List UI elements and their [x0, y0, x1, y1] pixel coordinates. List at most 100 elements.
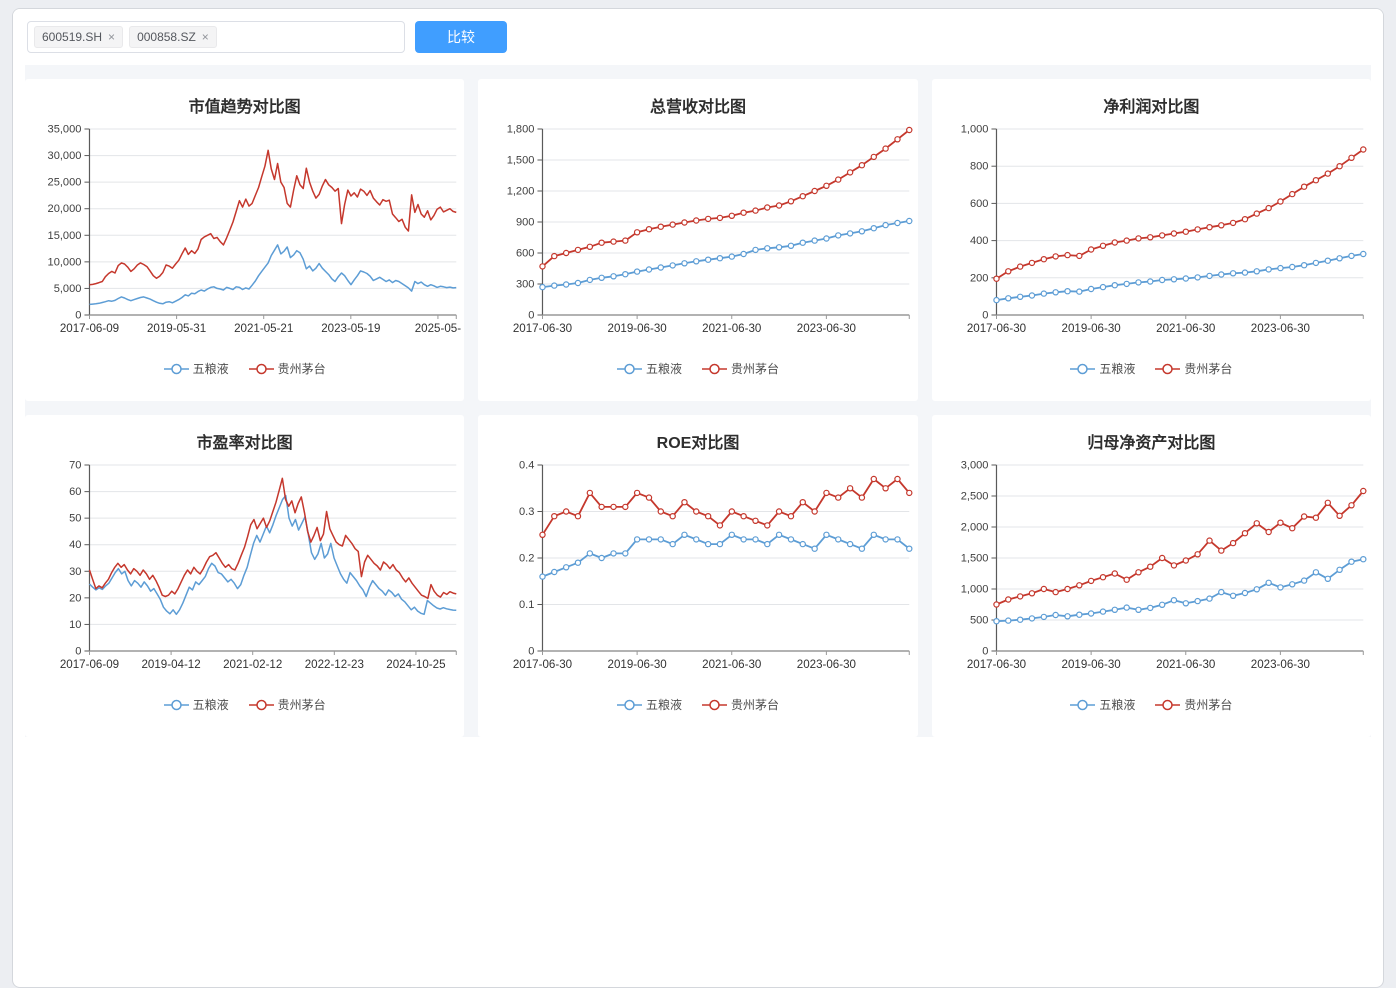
- svg-text:10,000: 10,000: [48, 256, 82, 268]
- legend-marker-icon: [1070, 363, 1096, 374]
- series-line: [542, 478, 911, 536]
- legend-item[interactable]: 贵州茅台: [1155, 360, 1232, 377]
- grid-lines: [996, 128, 1363, 279]
- legend-marker-icon: [163, 699, 189, 710]
- tag-close-icon[interactable]: ×: [108, 30, 116, 44]
- stock-select-input[interactable]: 600519.SH × 000858.SZ ×: [27, 21, 405, 53]
- legend-item[interactable]: 五粮液: [616, 696, 682, 713]
- series-line: [542, 533, 911, 578]
- chart-legend: 五粮液 贵州茅台: [478, 360, 917, 377]
- chart-title: ROE对比图: [656, 435, 740, 452]
- legend-marker-icon: [1070, 699, 1096, 710]
- chart-canvas: 0 200 400 600 800 1,000 2017-06-30 2019-06-30 20…: [960, 124, 1367, 335]
- svg-text:20,000: 20,000: [48, 203, 82, 215]
- charts-grid: 市值趋势对比图 0 5,000 10,000 15,000 20,000 25,000 30,…: [25, 65, 1371, 737]
- tag-close-icon[interactable]: ×: [201, 30, 209, 44]
- chart-legend: 五粮液 贵州茅台: [478, 696, 917, 713]
- legend-marker-icon: [616, 699, 642, 710]
- svg-text:2017-06-09: 2017-06-09: [60, 659, 119, 671]
- chart-legend: 五粮液 贵州茅台: [25, 360, 464, 377]
- svg-text:2021-06-30: 2021-06-30: [1156, 659, 1215, 671]
- legend-marker-icon: [1155, 363, 1181, 374]
- svg-text:2023-06-30: 2023-06-30: [797, 659, 856, 671]
- axes: 0 200 400 600 800 1,000 2017-06-30 2019-06-30 20…: [960, 124, 1364, 335]
- series-line: [542, 129, 911, 268]
- svg-text:2019-06-30: 2019-06-30: [1061, 323, 1120, 335]
- stock-tag[interactable]: 000858.SZ ×: [129, 26, 217, 48]
- svg-text:2023-06-30: 2023-06-30: [797, 323, 856, 335]
- svg-text:300: 300: [516, 279, 534, 291]
- chart-card: 市值趋势对比图 0 5,000 10,000 15,000 20,000 25,000 30,…: [25, 79, 465, 401]
- series-markers: [539, 475, 913, 539]
- svg-text:0: 0: [529, 310, 535, 322]
- chart-card: ROE对比图 0 0.1 0.2 0.3 0.4 2017-06-30 2019-06-30 2…: [478, 415, 918, 737]
- svg-text:2021-06-30: 2021-06-30: [702, 323, 761, 335]
- legend-label: 五粮液: [1099, 698, 1136, 712]
- chart-canvas: 0 10 20 30 40 50 60 70 2017-06-09 2019-04-12 2021-…: [60, 460, 457, 671]
- series-markers: [992, 555, 1367, 625]
- svg-text:2019-06-30: 2019-06-30: [1061, 659, 1120, 671]
- axes: 0 0.1 0.2 0.3 0.4 2017-06-30 2019-06-30 2021-06…: [513, 460, 911, 671]
- legend-item[interactable]: 贵州茅台: [248, 696, 326, 713]
- chart-canvas: 0 5,000 10,000 15,000 20,000 25,000 30,000 35,0…: [48, 124, 462, 335]
- stock-tag[interactable]: 600519.SH ×: [34, 26, 124, 48]
- legend-item[interactable]: 五粮液: [1070, 360, 1135, 377]
- legend-item[interactable]: 贵州茅台: [701, 696, 779, 713]
- legend-item[interactable]: 五粮液: [616, 360, 682, 377]
- chart-card: 市盈率对比图 0 10 20 30 40 50 60 70 2017-06-09 2019-04-1…: [25, 415, 465, 737]
- chart-title: 归母净资产对比图: [1087, 435, 1216, 452]
- series-line: [995, 490, 1364, 606]
- svg-text:2023-05-19: 2023-05-19: [321, 323, 380, 335]
- legend-marker-icon: [248, 363, 274, 374]
- series-markers: [539, 531, 913, 580]
- grid-lines: [996, 464, 1363, 621]
- svg-text:0.4: 0.4: [519, 460, 534, 472]
- legend-item[interactable]: 贵州茅台: [1155, 696, 1232, 713]
- series-markers: [539, 126, 913, 270]
- legend-marker-icon: [701, 363, 727, 374]
- compare-button[interactable]: 比较: [415, 21, 507, 53]
- svg-text:2021-06-30: 2021-06-30: [1156, 323, 1215, 335]
- svg-text:400: 400: [970, 235, 988, 247]
- svg-text:2023-06-30: 2023-06-30: [1250, 659, 1309, 671]
- legend-item[interactable]: 五粮液: [163, 696, 229, 713]
- legend-label: 贵州茅台: [730, 698, 779, 712]
- chart-card: 总营收对比图 0 300 600 900 1,200 1,500 1,800 2017-06-3…: [478, 79, 918, 401]
- svg-text:2,000: 2,000: [960, 522, 988, 534]
- stock-tag-label: 000858.SZ: [137, 30, 196, 44]
- svg-text:2019-05-31: 2019-05-31: [147, 323, 206, 335]
- svg-text:0.2: 0.2: [519, 553, 534, 565]
- svg-text:3,000: 3,000: [960, 460, 988, 472]
- svg-text:0: 0: [982, 310, 988, 322]
- svg-text:2019-06-30: 2019-06-30: [608, 659, 667, 671]
- legend-item[interactable]: 贵州茅台: [248, 360, 326, 377]
- legend-item[interactable]: 五粮液: [1070, 696, 1135, 713]
- legend-label: 贵州茅台: [730, 362, 779, 376]
- chart-title: 市盈率对比图: [196, 435, 293, 452]
- legend-label: 贵州茅台: [1184, 362, 1233, 376]
- svg-text:0: 0: [529, 646, 535, 658]
- legend-item[interactable]: 贵州茅台: [701, 360, 779, 377]
- svg-text:0.3: 0.3: [519, 506, 534, 518]
- axes: 0 500 1,000 1,500 2,000 2,500 3,000 2017-06-30 2…: [960, 460, 1364, 671]
- series-markers: [992, 487, 1367, 608]
- legend-item[interactable]: 五粮液: [163, 360, 229, 377]
- chart-legend: 五粮液 贵州茅台: [25, 696, 464, 713]
- svg-text:600: 600: [970, 198, 988, 210]
- legend-label: 五粮液: [1099, 362, 1136, 376]
- svg-text:2023-06-30: 2023-06-30: [1250, 323, 1309, 335]
- svg-text:2021-02-12: 2021-02-12: [223, 659, 282, 671]
- axes: 0 10 20 30 40 50 60 70 2017-06-09 2019-04-12 2021-…: [60, 460, 457, 671]
- grid-lines: [542, 128, 910, 285]
- chart-legend: 五粮液 贵州茅台: [932, 696, 1371, 713]
- legend-label: 五粮液: [645, 698, 682, 712]
- legend-marker-icon: [1155, 699, 1181, 710]
- legend-marker-icon: [701, 699, 727, 710]
- legend-marker-icon: [616, 363, 642, 374]
- legend-label: 五粮液: [192, 362, 229, 376]
- svg-text:25,000: 25,000: [48, 177, 82, 189]
- svg-text:2022-12-23: 2022-12-23: [305, 659, 364, 671]
- svg-text:20: 20: [69, 592, 81, 604]
- svg-text:1,000: 1,000: [960, 124, 988, 136]
- svg-text:2024-10-25: 2024-10-25: [386, 659, 445, 671]
